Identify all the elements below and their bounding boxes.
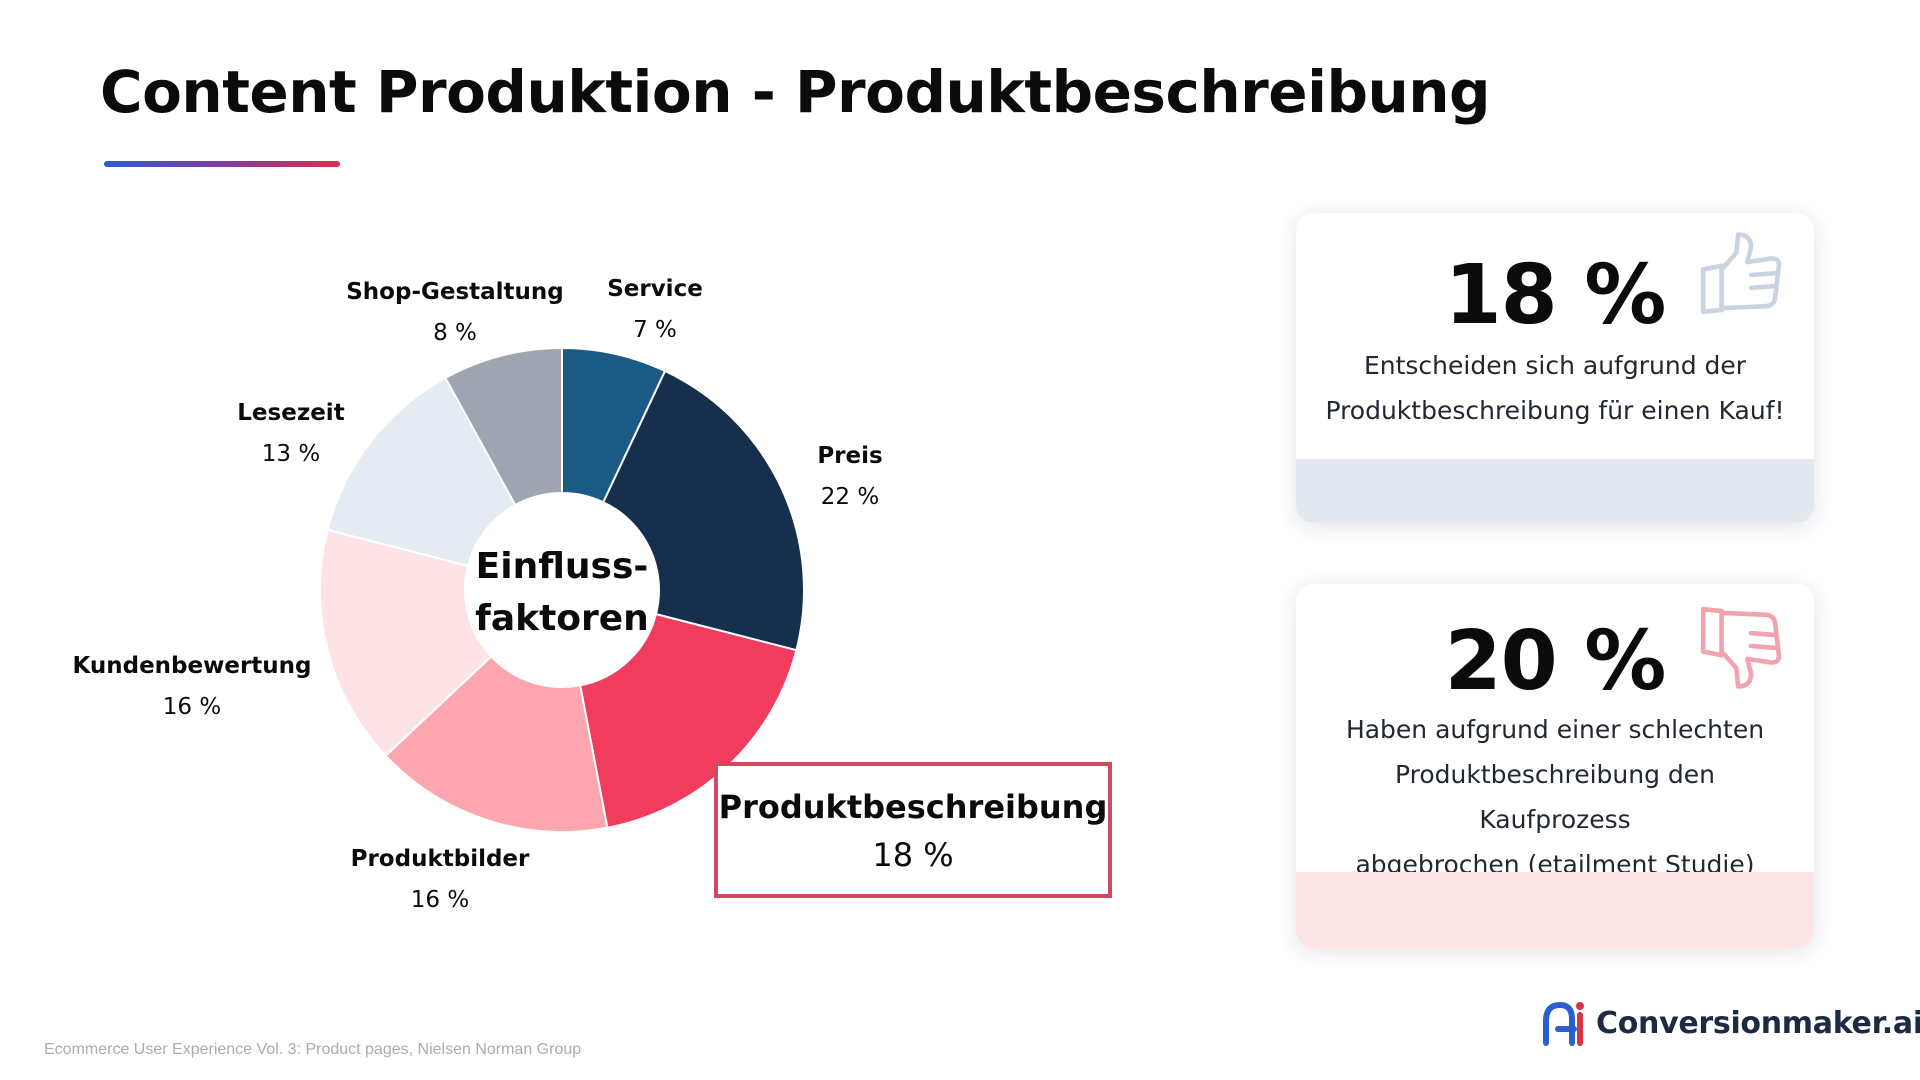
stat-description: Entscheiden sich aufgrund der Produktbes… <box>1316 343 1794 433</box>
stat-value: 20 % <box>1444 614 1667 709</box>
card-band <box>1296 459 1814 523</box>
thumbs-up-icon <box>1700 232 1782 315</box>
source-citation: Ecommerce User Experience Vol. 3: Produc… <box>44 1041 582 1058</box>
brand-logo: Conversionmaker.ai <box>1540 998 1920 1048</box>
slice-label-value: 22 % <box>821 484 879 510</box>
slice-label-name: Lesezeit <box>237 400 344 426</box>
highlight-value: 18 % <box>872 836 954 874</box>
thumbs-down-icon <box>1700 606 1782 689</box>
slice-label-value: 8 % <box>433 320 477 346</box>
stat-line: Entscheiden sich aufgrund der <box>1363 351 1747 380</box>
page-title: Content Produktion - Produktbeschreibung <box>100 58 1491 126</box>
card-band <box>1296 872 1814 948</box>
highlight-box: Produktbeschreibung 18 % <box>714 762 1112 898</box>
stat-description: Haben aufgrund einer schlechten Produktb… <box>1316 707 1794 887</box>
ai-logo-icon <box>1543 1001 1584 1046</box>
slice-label-value: 7 % <box>633 317 677 343</box>
slice-label-name: Produktbilder <box>351 846 530 872</box>
donut-chart: Service 7 % Preis 22 % Produktbilder 16 % Kund… <box>72 276 882 913</box>
slice-label-name: Preis <box>817 443 882 469</box>
stat-value: 18 % <box>1444 248 1667 343</box>
pie-slice-produktbilder <box>384 654 609 833</box>
slice-label-name: Shop-Gestaltung <box>346 279 564 305</box>
pie-slice-produktbeschreibung <box>579 612 798 829</box>
pie-slice-kundenbewertung <box>319 528 493 758</box>
stat-line: Haben aufgrund einer schlechten <box>1345 715 1765 744</box>
slice-label-value: 13 % <box>262 441 320 467</box>
donut-center-label: Einfluss- <box>476 546 649 587</box>
highlight-name: Produktbeschreibung <box>718 788 1108 826</box>
slice-label-value: 16 % <box>411 887 469 913</box>
pie-slice-lesezeit <box>326 376 517 568</box>
stat-card-abort: 20 % Haben aufgrund einer schlechten Pro… <box>1296 584 1814 948</box>
donut-center-label: faktoren <box>475 598 649 639</box>
stat-card-buy: 18 % Entscheiden sich aufgrund der Produ… <box>1296 213 1814 523</box>
slice-label-value: 16 % <box>163 694 221 720</box>
stat-line: Produktbeschreibung den Kaufprozess <box>1394 760 1716 834</box>
pie-slice-shop-gestaltung <box>444 346 563 507</box>
slice-label-name: Kundenbewertung <box>72 653 311 679</box>
title-underline <box>104 161 340 167</box>
slice-label-name: Service <box>607 276 703 302</box>
pie-slice-preis <box>601 369 805 652</box>
stat-line: Produktbeschreibung für einen Kauf! <box>1325 396 1785 425</box>
brand-name: Conversionmaker.ai <box>1596 1005 1920 1041</box>
